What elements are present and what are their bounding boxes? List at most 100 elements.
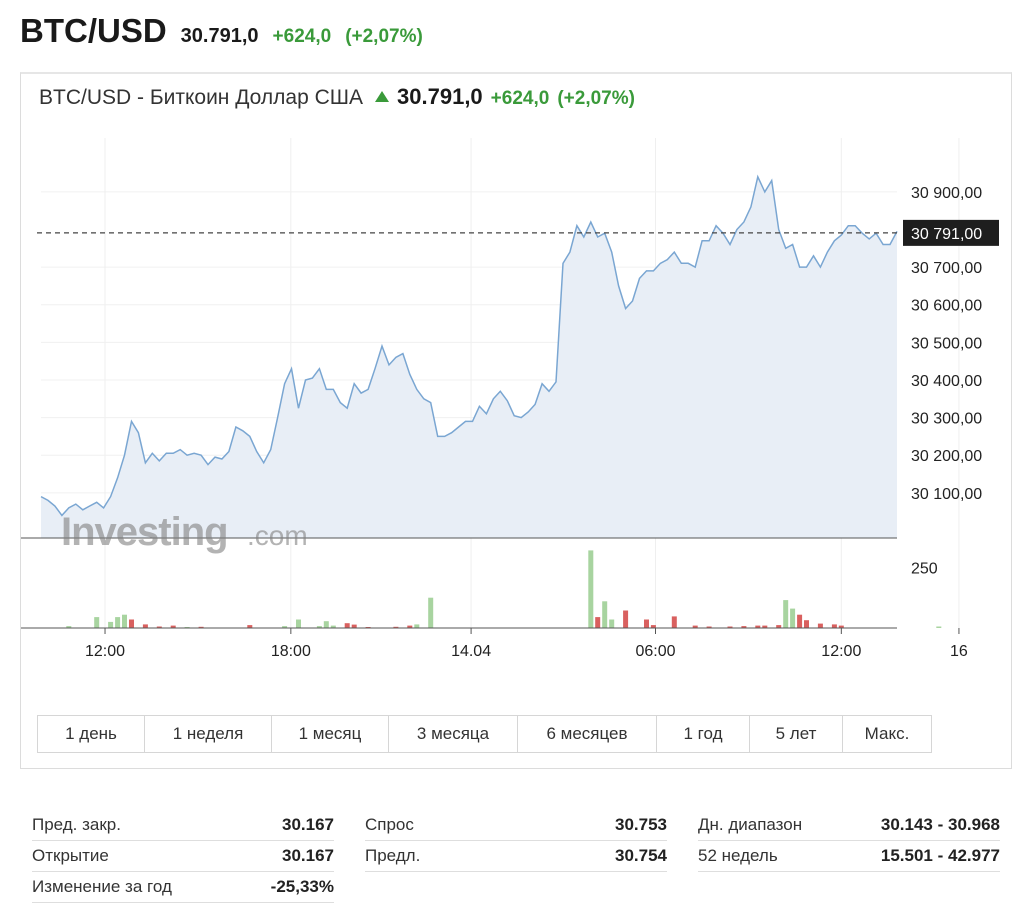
price-line [40, 174, 898, 517]
last-price: 30.791,0 [180, 25, 259, 47]
volume-bar [414, 624, 420, 628]
volume-bar [609, 619, 615, 628]
investing-watermark: Investing .com [61, 510, 308, 554]
symbol-title: BTC/USD [20, 12, 167, 49]
volume-bar [650, 625, 656, 628]
quote-header: BTC/USD 30.791,0 +624,0 (+2,07%) [20, 12, 423, 50]
price-change-percent: (+2,07%) [345, 26, 423, 47]
instrument-name: BTC/USD - Биткоин Доллар США [39, 86, 364, 109]
current-price-label-text: 30 791,00 [911, 226, 982, 243]
volume-bar [282, 626, 288, 628]
volume-bar [108, 621, 114, 628]
volume-bar [588, 550, 594, 628]
volume-bar [762, 625, 768, 628]
stat-row: Пред. закр. 30.167 [32, 810, 334, 841]
volume-bar [602, 601, 608, 628]
stats-column-2: Спрос 30.753 Предл. 30.754 [365, 810, 667, 872]
stat-label: 52 недель [698, 846, 778, 865]
period-button[interactable]: 1 неделя [145, 716, 272, 752]
volume-bar [838, 625, 844, 628]
volume-bar [831, 624, 837, 628]
volume-bar [142, 624, 148, 628]
volume-bar [351, 624, 357, 628]
volume-bar [247, 625, 253, 628]
period-button[interactable]: 6 месяцев [518, 716, 657, 752]
stat-row: Спрос 30.753 [365, 810, 667, 841]
stat-row: Открытие 30.167 [32, 841, 334, 872]
volume-bar [727, 626, 733, 628]
stat-value: 30.167 [282, 815, 334, 834]
volume-tick-label: 250 [911, 560, 938, 577]
volume-bar [129, 619, 134, 628]
volume-bar [817, 623, 823, 628]
period-selector: 1 день 1 неделя 1 месяц 3 месяца 6 месяцев 1 … [37, 715, 932, 753]
volume-bar [706, 626, 712, 628]
stat-row: Изменение за год -25,33% [32, 872, 334, 903]
volume-bar [671, 616, 677, 628]
period-button[interactable]: 1 год [657, 716, 750, 752]
stat-value: 30.753 [615, 815, 667, 834]
stats-column-3: Дн. диапазон 30.143 - 30.968 52 недель 15.5… [698, 810, 1000, 872]
volume-bar [330, 625, 336, 628]
price-area-fill [41, 176, 897, 539]
volume-bar [407, 625, 413, 628]
y-tick-label: 30 500,00 [911, 335, 982, 352]
x-tick-label: 12:00 [85, 643, 125, 660]
volume-bar [344, 623, 350, 628]
volume-bar [692, 625, 698, 628]
volume-bar [296, 619, 301, 628]
stat-value: 30.167 [282, 846, 334, 865]
volume-bar [783, 600, 789, 628]
volume-bar [790, 608, 796, 628]
chart-change: +624,0 [490, 88, 550, 109]
watermark-brand: Investing [61, 510, 228, 554]
stat-row: Дн. диапазон 30.143 - 30.968 [698, 810, 1000, 841]
y-axis-ticks: 30 100,00 30 200,00 30 300,00 30 400,00 30 5… [911, 185, 982, 503]
volume-bar [170, 625, 176, 628]
period-button[interactable]: 1 месяц [272, 716, 389, 752]
volume-bar [393, 626, 399, 628]
x-tick-label: 16 [950, 643, 968, 660]
stat-label: Спрос [365, 815, 414, 834]
period-button[interactable]: Макс. [843, 716, 931, 752]
stat-value: -25,33% [270, 877, 334, 896]
period-button[interactable]: 3 месяца [389, 716, 518, 752]
volume-bar [797, 614, 803, 628]
stat-label: Пред. закр. [32, 815, 121, 834]
chart-title: BTC/USD - Биткоин Доллар США 30.791,0 +6… [39, 84, 635, 110]
x-tick-label: 18:00 [271, 643, 311, 660]
arrow-up-icon [375, 91, 390, 102]
chart-change-percent: (+2,07%) [557, 88, 635, 109]
y-tick-label: 30 300,00 [911, 411, 982, 428]
y-tick-label: 30 200,00 [911, 448, 982, 465]
volume-bar [94, 617, 100, 628]
x-axis-ticks: 12:00 18:00 14.04 06:00 12:00 16 [85, 628, 968, 660]
stat-value: 30.754 [615, 846, 667, 865]
current-price-label-bg [903, 219, 999, 246]
y-tick-label: 30 600,00 [911, 298, 982, 315]
volume-bar [936, 626, 942, 628]
volume-bar [122, 614, 127, 628]
y-tick-label: 30 100,00 [911, 486, 982, 503]
volume-bar [755, 625, 761, 628]
volume-bar [595, 617, 601, 628]
period-button[interactable]: 1 день [38, 716, 145, 752]
volume-bar [428, 597, 434, 628]
x-tick-label: 12:00 [821, 643, 861, 660]
period-button[interactable]: 5 лет [750, 716, 843, 752]
price-chart[interactable]: Investing .com 30 791,00 30 100,00 30 200… [21, 118, 1011, 718]
watermark-suffix: .com [247, 520, 308, 551]
volume-bar [316, 626, 322, 628]
volume-bar [66, 626, 72, 628]
chart-price: 30.791,0 [397, 84, 483, 109]
stats-column-1: Пред. закр. 30.167 Открытие 30.167 Изменение… [32, 810, 334, 903]
y-tick-label: 30 700,00 [911, 260, 982, 277]
price-change: +624,0 [272, 26, 332, 47]
volume-bar [623, 610, 629, 628]
stat-label: Изменение за год [32, 877, 172, 896]
x-tick-label: 14.04 [451, 643, 491, 660]
stat-row: Предл. 30.754 [365, 841, 667, 872]
y-tick-label: 30 900,00 [911, 185, 982, 202]
volume-bar [198, 626, 204, 628]
chart-card: BTC/USD - Биткоин Доллар США 30.791,0 +6… [20, 72, 1012, 769]
